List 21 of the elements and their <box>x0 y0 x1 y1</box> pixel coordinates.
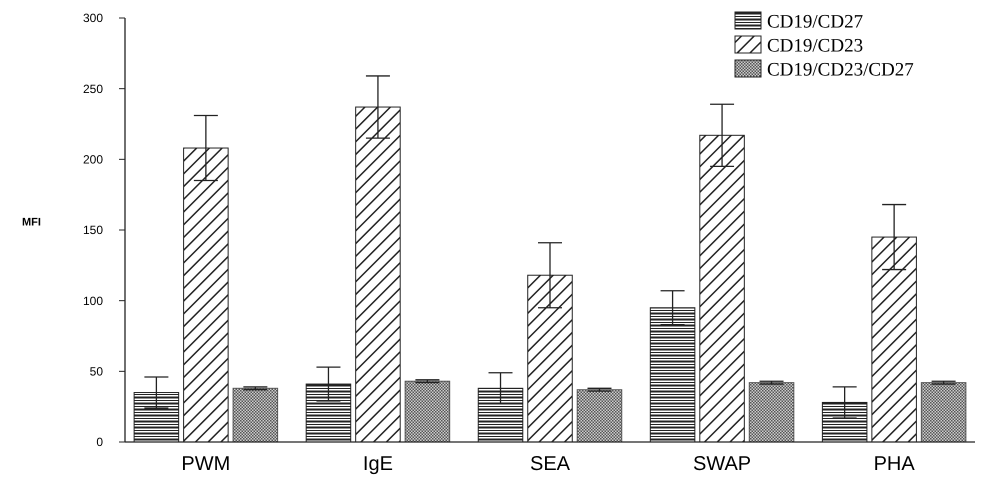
legend-label: CD19/CD23 <box>767 36 864 57</box>
x-tick-label: PHA <box>874 453 916 475</box>
x-tick-label: SEA <box>530 453 571 475</box>
y-tick-label: 0 <box>96 435 104 450</box>
y-tick-label: 250 <box>82 82 104 96</box>
bar <box>748 382 794 442</box>
y-tick-label: 300 <box>82 11 104 26</box>
y-tick-label: 200 <box>82 152 104 167</box>
x-tick-label: SWAP <box>692 453 752 475</box>
y-tick-label: 50 <box>90 364 104 379</box>
bar <box>576 389 622 442</box>
x-tick-label: IgE <box>362 453 393 475</box>
y-tick-label: 100 <box>82 294 104 308</box>
bar <box>920 382 966 442</box>
y-tick-label: 150 <box>82 223 104 238</box>
legend-label: CD19/CD23/CD27 <box>767 60 914 81</box>
x-tick-label: PWM <box>181 453 230 475</box>
y-axis-title: MFI <box>22 216 41 228</box>
bar <box>404 380 450 442</box>
bar <box>232 388 278 442</box>
legend-label: CD19/CD27 <box>767 12 864 33</box>
